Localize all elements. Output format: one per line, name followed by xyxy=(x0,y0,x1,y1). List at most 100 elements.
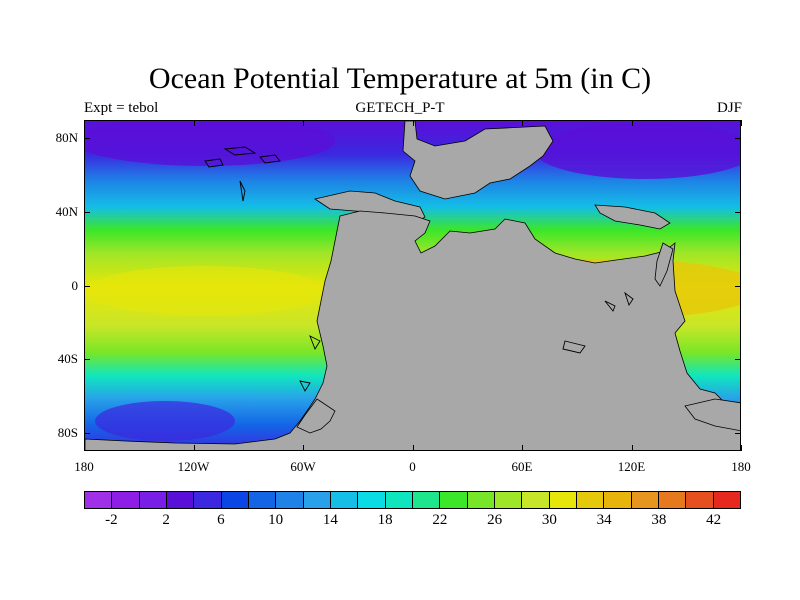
lon-tick-label: 0 xyxy=(409,459,416,474)
northern-landmass xyxy=(402,121,554,200)
colorbar-label: 22 xyxy=(432,512,448,528)
lon-tick xyxy=(193,120,195,126)
lat-tick xyxy=(84,138,90,140)
colorbar-box xyxy=(166,492,195,508)
lon-tick xyxy=(84,120,85,126)
lat-tick-label: 40S xyxy=(57,351,78,367)
colorbar-label: 6 xyxy=(217,512,225,528)
lat-tick xyxy=(735,432,741,434)
colorbar-box xyxy=(276,492,304,508)
lon-tick xyxy=(193,445,195,451)
lat-tick xyxy=(735,138,741,140)
island-outline xyxy=(604,300,616,312)
experiment-label: Expt = tebol xyxy=(84,100,159,116)
season-label: DJF xyxy=(716,100,742,116)
colorbar-box xyxy=(604,492,632,508)
lon-tick xyxy=(412,120,414,126)
island-outlines xyxy=(204,146,634,392)
arctic-cold-west xyxy=(85,121,335,166)
lat-tick-label: 40N xyxy=(55,203,78,219)
southern-cold-pool xyxy=(95,401,235,441)
lon-tick-label: 180 xyxy=(731,459,751,474)
pacific-warm-band xyxy=(85,266,325,316)
lon-tick xyxy=(741,120,742,126)
island-outline xyxy=(624,291,634,307)
lat-tick xyxy=(84,211,90,213)
island-outline xyxy=(239,180,246,202)
east-island-large xyxy=(594,204,671,230)
colorbar-box xyxy=(686,492,714,508)
colorbar-box xyxy=(549,492,577,508)
colorbar-box xyxy=(358,492,386,508)
colorbar-box xyxy=(467,492,495,508)
east-island-narrow xyxy=(654,242,674,287)
island-outline xyxy=(204,158,224,168)
lon-tick xyxy=(84,445,85,451)
island-outline xyxy=(562,340,586,354)
colorbar-label: 18 xyxy=(377,512,393,528)
colorbar-box xyxy=(713,492,740,508)
lon-tick xyxy=(303,445,304,451)
colorbar-label: 34 xyxy=(596,512,612,528)
colorbar-label: 42 xyxy=(706,512,722,528)
lat-tick-label: 80N xyxy=(55,130,78,146)
lon-tick-label: 180 xyxy=(74,459,94,474)
lat-tick xyxy=(735,359,741,361)
lat-tick xyxy=(735,211,741,213)
colorbar-box xyxy=(440,492,468,508)
plot-title: Ocean Potential Temperature at 5m (in C) xyxy=(148,62,652,95)
lon-tick xyxy=(631,445,633,451)
arctic-cold-east xyxy=(535,123,740,179)
colorbar-label: 2 xyxy=(162,512,170,528)
colorbar-label: 14 xyxy=(322,512,338,528)
map-canvas xyxy=(85,121,740,450)
lon-tick-label: 120W xyxy=(177,459,210,474)
lat-tick xyxy=(735,285,741,287)
island-outline xyxy=(259,154,281,164)
island-outline xyxy=(309,335,321,351)
colorbar-box xyxy=(631,492,659,508)
lat-tick xyxy=(84,285,90,287)
lon-tick xyxy=(522,120,523,126)
colorbar-box xyxy=(112,492,140,508)
colorbar-box xyxy=(139,492,167,508)
lon-tick-label: 120E xyxy=(617,459,646,474)
lat-tick-label: 0 xyxy=(71,277,79,293)
colorbar-box xyxy=(303,492,331,508)
dataset-label: GETECH_P-T xyxy=(355,100,445,116)
lon-tick-label: 60E xyxy=(511,459,533,474)
lat-tick xyxy=(84,432,90,434)
colorbar-box xyxy=(194,492,222,508)
lon-tick xyxy=(741,445,742,451)
lon-tick xyxy=(412,445,414,451)
colorbar-label: -2 xyxy=(105,512,118,528)
lon-tick xyxy=(522,445,523,451)
colorbar-box xyxy=(412,492,441,508)
colorbar-box xyxy=(330,492,359,508)
lon-tick xyxy=(303,120,304,126)
lat-tick-label: 80S xyxy=(57,424,78,440)
lon-tick xyxy=(631,120,633,126)
island-outline xyxy=(299,380,311,392)
colorbar-label: 38 xyxy=(651,512,667,528)
colorbar-box xyxy=(85,492,113,508)
lat-tick xyxy=(84,359,90,361)
colorbar-box xyxy=(658,492,687,508)
colorbar-box xyxy=(385,492,413,508)
colorbar-label: 30 xyxy=(541,512,557,528)
colorbar-label: 10 xyxy=(268,512,284,528)
southern-peninsula xyxy=(296,398,336,434)
lon-tick-label: 60W xyxy=(290,459,316,474)
colorbar-box xyxy=(576,492,605,508)
colorbar-label: 26 xyxy=(487,512,503,528)
island-outline xyxy=(223,146,257,156)
colorbar-box xyxy=(248,492,277,508)
temperature-map xyxy=(84,120,741,451)
colorbar-box xyxy=(522,492,550,508)
colorbar-box xyxy=(221,492,249,508)
colorbar xyxy=(84,491,741,509)
central-supercontinent xyxy=(85,210,740,450)
land-masses xyxy=(85,121,740,450)
colorbar-box xyxy=(494,492,523,508)
southeast-landmass xyxy=(684,398,740,432)
